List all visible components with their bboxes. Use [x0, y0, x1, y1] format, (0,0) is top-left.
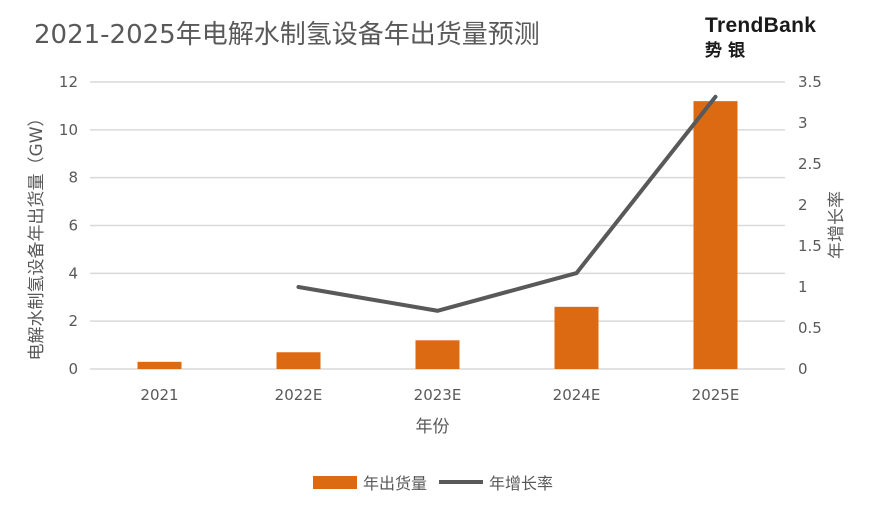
x-tick-label: 2021 [140, 386, 178, 404]
x-axis-label: 年份 [416, 417, 450, 437]
trendbank-logo: TrendBank 势银 [705, 14, 816, 61]
growth-line [296, 94, 718, 313]
legend: 年出货量 年增长率 [313, 470, 553, 494]
logo-text: TrendBank [705, 14, 817, 37]
bar [137, 361, 182, 369]
legend-label-bar: 年出货量 [363, 474, 428, 493]
y-tick-label: 2 [68, 312, 78, 330]
legend-swatch-bar [313, 475, 357, 489]
y2-tick-label: 1 [798, 278, 808, 296]
logo-text-cn: 势银 [705, 41, 751, 61]
x-tick-label: 2025E [692, 386, 740, 404]
x-tick-label: 2022E [275, 386, 323, 404]
y-tick-label: 4 [68, 264, 78, 282]
y-tick-label: 12 [59, 73, 78, 91]
x-tick-label: 2024E [553, 386, 601, 404]
y2-tick-label: 2.5 [798, 155, 822, 173]
y-tick-label: 0 [68, 360, 78, 378]
y2-tick-label: 3 [798, 114, 808, 132]
y-axis-label: 电解水制氢设备年出货量（GW） [27, 110, 47, 361]
y-tick-label: 10 [59, 121, 78, 139]
bar [415, 340, 460, 369]
legend-swatch-line [439, 480, 484, 484]
bar [554, 306, 599, 369]
y2-tick-label: 0 [798, 360, 808, 378]
legend-label-line: 年增长率 [489, 474, 554, 493]
bar [276, 352, 321, 369]
y-tick-label: 6 [68, 217, 78, 235]
y2-axis-label: 年增长率 [827, 191, 847, 259]
bar [693, 101, 738, 369]
chart-title: 2021-2025年电解水制氢设备年出货量预测 [34, 20, 540, 50]
y-tick-label: 8 [68, 169, 78, 187]
y2-tick-label: 3.5 [798, 73, 822, 91]
y2-tick-label: 1.5 [798, 237, 822, 255]
y2-tick-label: 0.5 [798, 319, 822, 337]
y2-tick-label: 2 [798, 196, 808, 214]
x-tick-label: 2023E [414, 386, 462, 404]
